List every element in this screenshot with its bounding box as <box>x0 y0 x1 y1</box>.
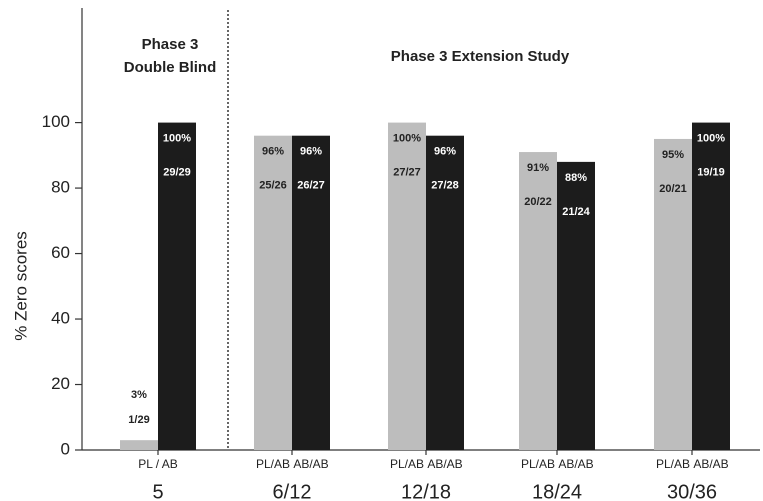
bar-group-label: PL / AB <box>138 457 178 471</box>
value-label: 100% <box>697 132 725 144</box>
count-label: 20/22 <box>524 196 552 208</box>
y-tick-label: 0 <box>61 439 70 458</box>
bar-group-label: PL/AB <box>256 457 290 471</box>
bar <box>426 135 464 450</box>
bar <box>692 122 730 450</box>
bar <box>292 135 330 450</box>
value-label: 96% <box>300 146 322 158</box>
count-label: 19/19 <box>697 166 725 178</box>
value-label: 91% <box>527 162 549 174</box>
bar <box>654 138 692 451</box>
y-tick-label: 40 <box>51 309 70 328</box>
bar-group-label: AB/AB <box>427 457 462 471</box>
y-tick-label: 80 <box>51 178 70 197</box>
x-tick-label: 12/18 <box>401 481 451 501</box>
panel-title: Phase 3 <box>142 36 199 53</box>
bar <box>158 122 196 450</box>
panel-title: Double Blind <box>124 59 217 76</box>
value-label: 96% <box>434 146 456 158</box>
bar-group-label: AB/AB <box>293 457 328 471</box>
count-label: 21/24 <box>562 206 590 218</box>
value-label: 88% <box>565 172 587 184</box>
bar <box>519 152 557 450</box>
bar-group-label: PL/AB <box>656 457 690 471</box>
y-axis-label: % Zero scores <box>11 231 30 341</box>
panel-title: Phase 3 Extension Study <box>391 48 570 65</box>
bar <box>254 135 292 450</box>
bar-group-label: PL/AB <box>390 457 424 471</box>
x-tick-label: 5 <box>152 481 163 501</box>
count-label: 1/29 <box>128 414 149 426</box>
bar-group-label: AB/AB <box>693 457 728 471</box>
count-label: 25/26 <box>259 180 287 192</box>
value-label: 100% <box>393 132 421 144</box>
x-tick-label: 18/24 <box>532 481 582 501</box>
x-tick-label: 6/12 <box>273 481 312 501</box>
x-tick-label: 30/36 <box>667 481 717 501</box>
bar <box>557 161 595 451</box>
count-label: 26/27 <box>297 180 325 192</box>
bar <box>388 122 426 450</box>
count-label: 27/28 <box>431 180 459 192</box>
y-tick-label: 100 <box>42 112 70 131</box>
count-label: 29/29 <box>163 166 191 178</box>
y-tick-label: 60 <box>51 243 70 262</box>
value-label: 96% <box>262 146 284 158</box>
count-label: 27/27 <box>393 166 421 178</box>
value-label: 100% <box>163 132 191 144</box>
value-label: 3% <box>131 389 147 401</box>
count-label: 20/21 <box>659 183 687 195</box>
bar <box>120 440 158 450</box>
value-label: 95% <box>662 149 684 161</box>
bar-group-label: PL/AB <box>521 457 555 471</box>
bar-group-label: AB/AB <box>558 457 593 471</box>
y-tick-label: 20 <box>51 374 70 393</box>
